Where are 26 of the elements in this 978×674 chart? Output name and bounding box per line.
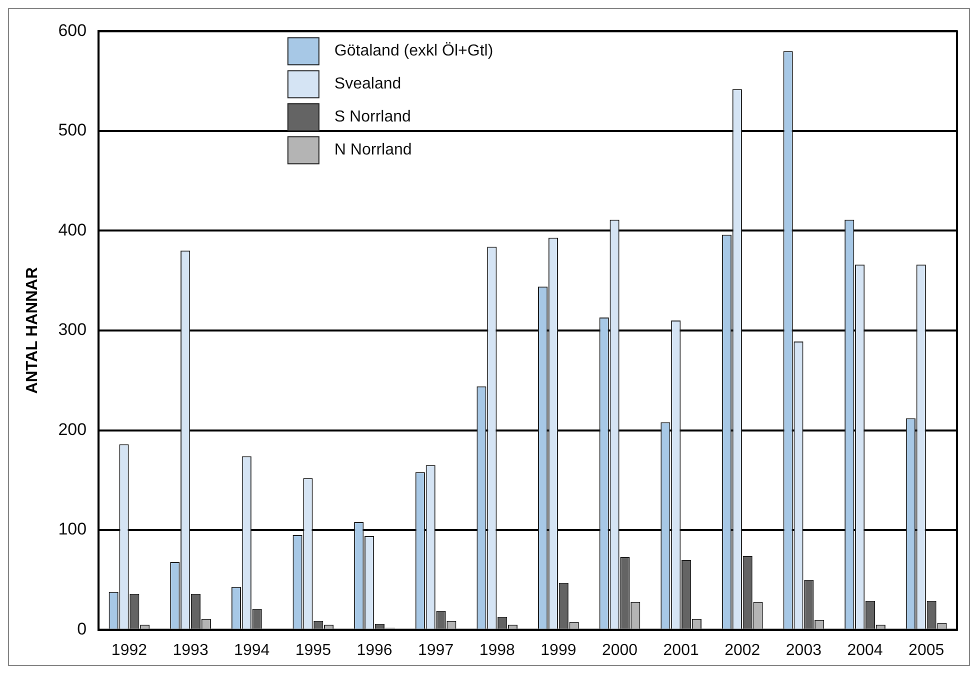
x-tick-label: 2005 <box>908 642 944 659</box>
y-tick-label: 200 <box>58 420 87 439</box>
y-tick-label: 100 <box>58 520 87 539</box>
y-tick-label: 400 <box>58 220 87 240</box>
x-tick-label: 1994 <box>234 642 270 659</box>
legend-label: Svealand <box>334 76 402 93</box>
x-tick-label: 2002 <box>724 642 760 659</box>
x-tick-label: 2000 <box>602 642 638 659</box>
x-tick-label: 1999 <box>540 642 576 659</box>
x-tick-label: 2004 <box>847 642 883 659</box>
x-tick-label: 1996 <box>356 642 392 659</box>
y-tick-label: 600 <box>58 20 87 40</box>
y-axis-title: ANTAL HANNAR <box>24 266 42 394</box>
x-tick-label: 1997 <box>418 642 454 659</box>
x-tick-label: 2003 <box>786 642 822 659</box>
x-tick-label: 1995 <box>295 642 332 659</box>
legend-label: N Norrland <box>334 142 412 159</box>
y-tick-label: 500 <box>58 120 87 140</box>
legend-label: S Norrland <box>334 108 411 126</box>
x-tick-label: 1993 <box>172 642 208 659</box>
legend-label: Götaland (exkl Öl+Gtl) <box>334 42 494 60</box>
y-tick-label: 300 <box>58 320 87 340</box>
y-tick-label: 0 <box>77 619 87 638</box>
x-tick-label: 1992 <box>111 642 148 659</box>
x-tick-label: 2001 <box>663 642 699 659</box>
x-tick-label: 1998 <box>479 642 516 659</box>
